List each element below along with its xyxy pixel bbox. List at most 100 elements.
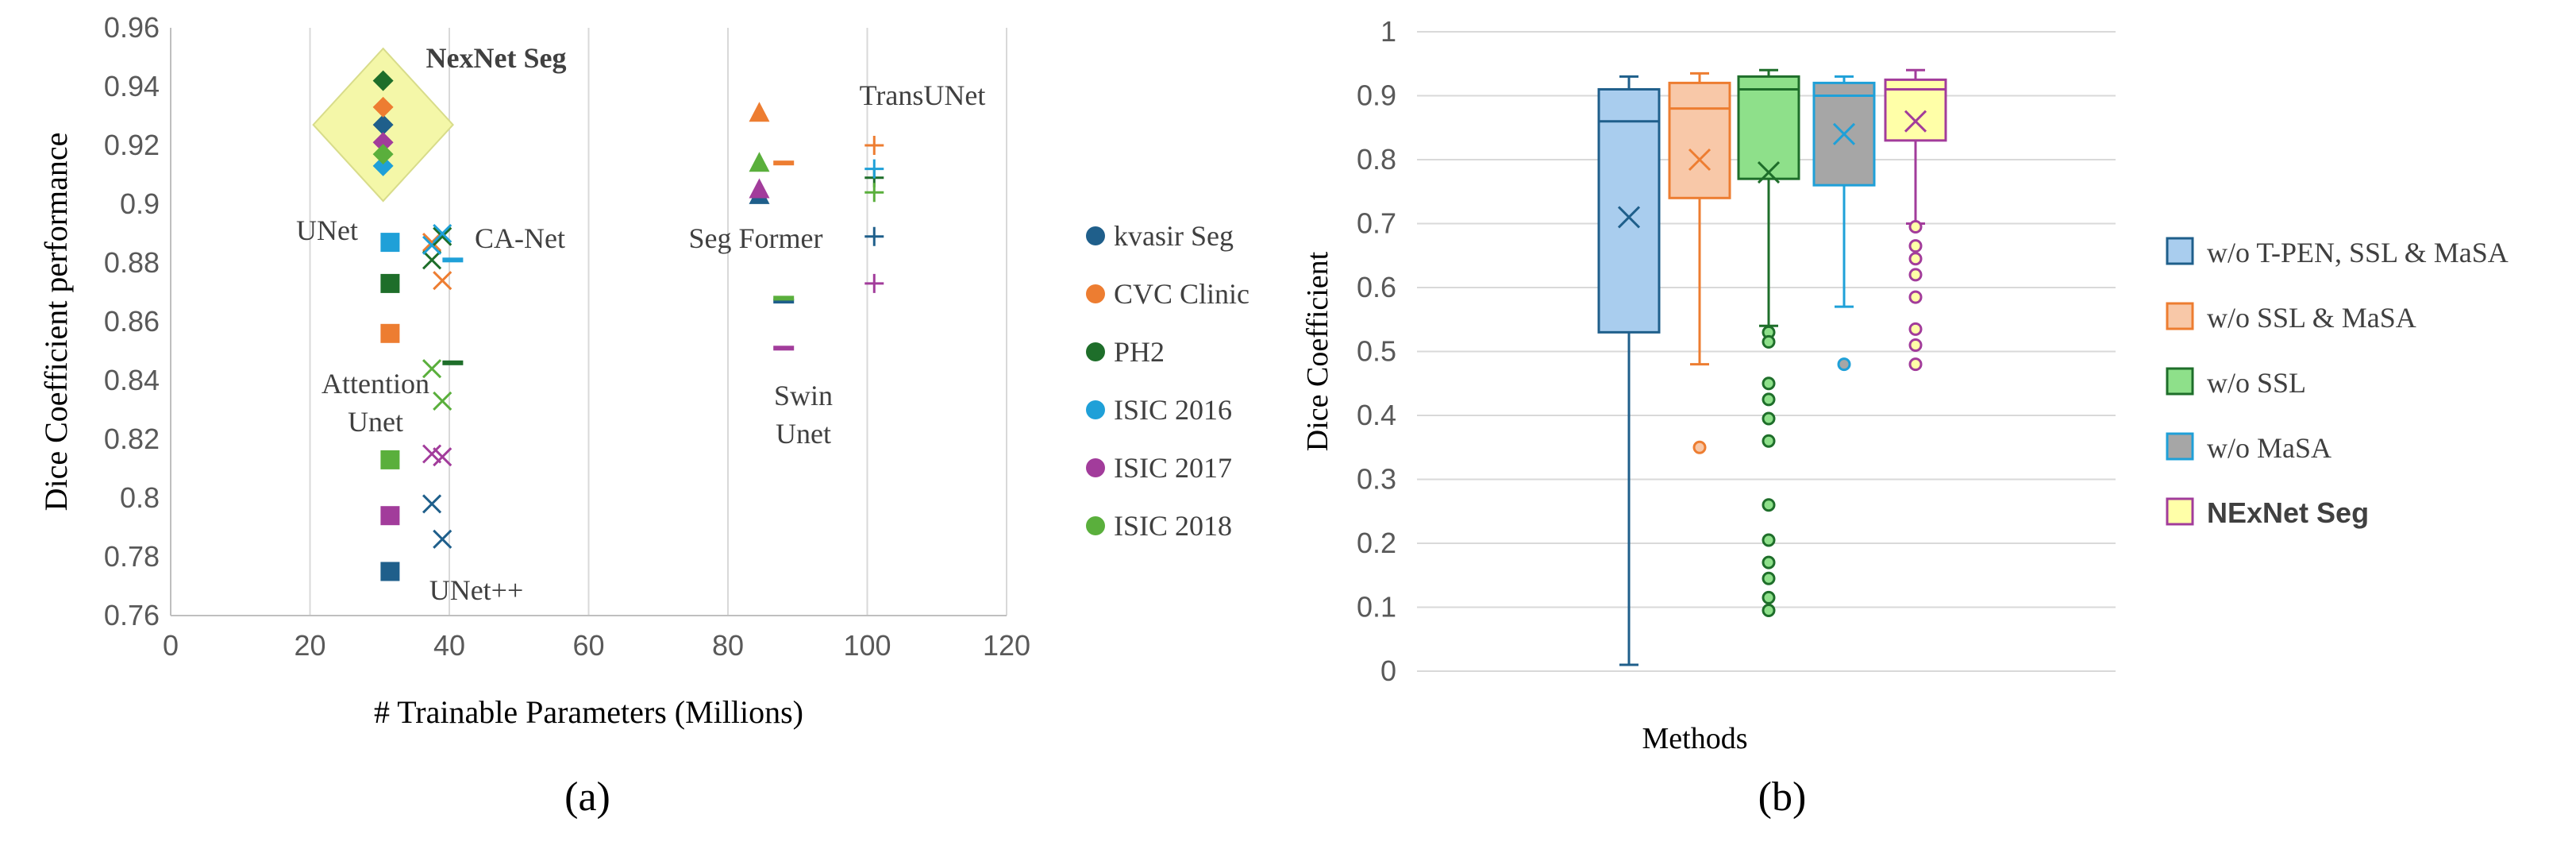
outlier-point (1762, 590, 1776, 604)
panel-label-a: (a) (564, 774, 610, 820)
outlier-point (1908, 357, 1923, 372)
x-tick-label: 60 (572, 629, 604, 662)
y-tick-label: 1 (1380, 15, 1396, 48)
model-label: UNet (296, 214, 358, 246)
outlier-point (1692, 440, 1707, 454)
mean-marker (1904, 110, 1927, 133)
outlier-point (1762, 376, 1776, 391)
y-tick-label: 0 (1380, 654, 1396, 687)
model-label: NexNet Seg (426, 42, 567, 74)
y-tick-label: 0.96 (104, 11, 160, 44)
data-point (422, 494, 442, 514)
legend-label: ISIC 2016 (1114, 394, 1232, 426)
y-tick-label: 0.86 (104, 305, 160, 338)
legend-swatch (2166, 497, 2194, 526)
y-tick-label: 0.7 (1357, 207, 1396, 240)
legend-swatch (1086, 458, 1105, 477)
legend-swatch (1086, 516, 1105, 535)
data-point (372, 96, 394, 118)
box-iqr (1737, 75, 1800, 180)
y-tick-label: 0.9 (1357, 79, 1396, 112)
mean-marker (1617, 206, 1641, 229)
data-point (380, 233, 400, 253)
legend-label: PH2 (1114, 336, 1165, 368)
outlier-point (1908, 290, 1923, 304)
data-point (433, 529, 452, 549)
y-tick-label: 0.3 (1357, 463, 1396, 496)
legend-label: w/o SSL & MaSA (2207, 302, 2416, 334)
x-tick-label: 40 (433, 629, 465, 662)
model-label: UNet++ (429, 574, 524, 606)
data-point (773, 160, 795, 166)
y-tick-label: 0.78 (104, 540, 160, 573)
box-chart-b: 0 0.1 0.2 0.3 0.4 0.5 0.6 0.7 0.8 0.9 1 Methods Dice… (1301, 15, 2509, 755)
y-tick-label: 0.84 (104, 364, 160, 396)
data-point (380, 273, 400, 293)
data-point (864, 226, 884, 246)
legend-swatch (1086, 284, 1105, 303)
y-tick-label: 0.4 (1357, 399, 1396, 431)
data-point (380, 562, 400, 581)
data-point (442, 360, 464, 365)
data-point (433, 223, 452, 244)
data-point (422, 444, 442, 464)
data-point (372, 70, 394, 91)
box-iqr (1668, 81, 1731, 199)
outlier-point (1762, 604, 1776, 618)
data-point (773, 295, 795, 301)
legend-swatch (1086, 400, 1105, 419)
data-point (433, 447, 452, 467)
data-point (749, 178, 770, 199)
data-point (422, 359, 442, 379)
model-label: Seg Former (689, 222, 823, 254)
y-tick-label: 0.76 (104, 599, 160, 631)
x-tick-label: 100 (843, 629, 891, 662)
data-point (380, 506, 400, 526)
data-point (422, 250, 442, 270)
y-tick-label: 0.8 (1357, 143, 1396, 176)
y-tick-label: 0.6 (1357, 271, 1396, 303)
y-tick-label: 0.9 (120, 187, 160, 220)
outlier-point (1908, 268, 1923, 282)
data-point (380, 323, 400, 343)
model-label: Swin Unet (774, 380, 833, 450)
outlier-point (1762, 498, 1776, 512)
x-axis-title: Methods (1642, 722, 1748, 755)
scatter-chart-a: 0 20 40 60 80 100 120 0.76 0.78 0.8 0.82 0.84 0.86 0.… (38, 11, 1249, 730)
data-point (372, 144, 394, 165)
mean-marker (1688, 148, 1712, 172)
outlier-point (1837, 357, 1851, 372)
outlier-point (1908, 338, 1923, 352)
outlier-point (1762, 555, 1776, 569)
data-point (442, 257, 464, 263)
box-iqr (1597, 87, 1661, 334)
legend-swatch (2166, 302, 2194, 330)
data-point (749, 102, 770, 122)
legend-swatch (2166, 237, 2194, 265)
data-point (773, 346, 795, 351)
legend-swatch (2166, 432, 2194, 461)
data-point (380, 450, 400, 469)
x-axis-title: # Trainable Parameters (Millions) (374, 694, 803, 730)
x-tick-label: 120 (983, 629, 1030, 662)
data-point (773, 299, 795, 304)
data-point (372, 155, 394, 176)
outlier-point (1908, 252, 1923, 266)
outlier-point (1762, 533, 1776, 547)
data-point (864, 136, 884, 155)
mean-marker (1757, 161, 1781, 184)
y-tick-label: 0.2 (1357, 527, 1396, 559)
outlier-point (1762, 411, 1776, 426)
legend-label: CVC Clinic (1114, 278, 1249, 310)
x-tick-label: 20 (294, 629, 325, 662)
data-point (864, 159, 884, 179)
y-tick-label: 0.1 (1357, 591, 1396, 624)
mean-marker (1832, 122, 1856, 145)
data-point (864, 273, 884, 293)
data-point (433, 391, 452, 411)
x-tick-label: 80 (712, 629, 744, 662)
model-label: Attention Unet (322, 368, 429, 438)
outlier-point (1908, 322, 1923, 336)
data-point (433, 271, 452, 291)
legend-label: ISIC 2017 (1114, 452, 1232, 484)
